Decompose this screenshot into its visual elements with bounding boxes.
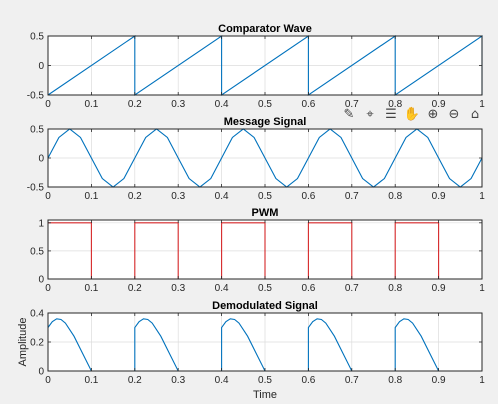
- x-tick-label: 0.3: [171, 99, 185, 110]
- x-tick-label: 0.3: [171, 283, 185, 294]
- y-axis-label: Amplitude: [17, 318, 29, 367]
- series-line-1: [48, 222, 482, 280]
- x-axis-label: Time: [253, 389, 277, 401]
- y-tick-label: 0.2: [30, 338, 44, 349]
- y-tick-label: 0: [38, 154, 44, 165]
- series-line-1: [47, 128, 483, 188]
- x-tick-label: 0.5: [258, 99, 272, 110]
- x-tick-label: 0.1: [84, 375, 98, 386]
- x-tick-label: 0.8: [388, 283, 402, 294]
- y-tick-label: 1: [38, 218, 44, 229]
- x-tick-label: 0: [45, 375, 51, 386]
- x-tick-label: 0.2: [128, 191, 142, 202]
- x-tick-label: 1: [479, 191, 485, 202]
- x-tick-label: 0.9: [432, 375, 446, 386]
- subplot-title: Demodulated Signal: [212, 300, 318, 312]
- x-tick-label: 0: [45, 191, 51, 202]
- subplot-title: Comparator Wave: [218, 23, 312, 35]
- x-tick-label: 0.4: [215, 99, 229, 110]
- x-tick-label: 0.5: [258, 283, 272, 294]
- x-tick-label: 0: [45, 283, 51, 294]
- pan-hand-icon[interactable]: ✋: [403, 106, 421, 122]
- y-tick-label: -0.5: [27, 183, 45, 194]
- x-tick-label: 0.7: [345, 99, 359, 110]
- zoom-in-icon[interactable]: ⊕: [427, 106, 439, 122]
- x-tick-label: 0.4: [215, 191, 229, 202]
- zoom-out-icon[interactable]: ⊖: [448, 106, 460, 122]
- subplot-title: Message Signal: [224, 116, 307, 128]
- subplot-title: PWM: [252, 207, 279, 219]
- x-tick-label: 0.8: [388, 375, 402, 386]
- x-tick-label: 0.4: [215, 283, 229, 294]
- y-tick-label: 0: [38, 275, 44, 286]
- y-tick-label: -0.5: [27, 91, 45, 102]
- x-tick-label: 0.7: [345, 375, 359, 386]
- x-tick-label: 0.7: [345, 283, 359, 294]
- x-tick-label: 0.9: [432, 191, 446, 202]
- x-tick-label: 0.1: [84, 99, 98, 110]
- x-tick-label: 1: [479, 375, 485, 386]
- x-tick-label: 0.3: [171, 375, 185, 386]
- y-tick-label: 0.5: [30, 125, 44, 136]
- x-tick-label: 0.6: [301, 191, 315, 202]
- y-tick-label: 0.5: [30, 246, 44, 257]
- x-tick-label: 0.7: [345, 191, 359, 202]
- x-tick-label: 0.2: [128, 375, 142, 386]
- x-tick-label: 0.5: [258, 375, 272, 386]
- subplot-1: 0 0.1 0.2 0.3 0.4 0.5 0.6 0.7 0.8 0.9 1-0.500.5Com…: [27, 23, 485, 110]
- data-tips-icon[interactable]: ⌖: [366, 106, 374, 122]
- x-tick-label: 0.2: [128, 283, 142, 294]
- subplot-3: 0 0.1 0.2 0.3 0.4 0.5 0.6 0.7 0.8 0.9 1 0 0.5 1 PWM: [30, 207, 485, 294]
- y-tick-label: 0.4: [30, 309, 44, 320]
- x-tick-label: 0.6: [301, 375, 315, 386]
- y-tick-label: 0.5: [30, 32, 44, 43]
- home-icon[interactable]: ⌂: [470, 106, 480, 122]
- y-tick-label: 0: [38, 367, 44, 378]
- x-tick-label: 1: [479, 283, 485, 294]
- subplot-4: 0 0.1 0.2 0.3 0.4 0.5 0.6 0.7 0.8 0.9 1 0 0.2 0.4 Demo…: [17, 300, 485, 401]
- x-tick-label: 0.8: [388, 191, 402, 202]
- subplot-2: 0 0.1 0.2 0.3 0.4 0.5 0.6 0.7 0.8 0.9 1-0.500.5Mes…: [27, 116, 485, 202]
- x-tick-label: 0.1: [84, 283, 98, 294]
- x-tick-label: 0.5: [258, 191, 272, 202]
- x-tick-label: 1: [479, 99, 485, 110]
- x-tick-label: 0.8: [388, 99, 402, 110]
- axes-toolbar: ✎ ⌖ ☰ ✋ ⊕ ⊖ ⌂: [340, 106, 484, 122]
- x-tick-label: 0.3: [171, 191, 185, 202]
- x-tick-label: 0.6: [301, 99, 315, 110]
- y-tick-label: 0: [38, 61, 44, 72]
- brush-icon[interactable]: ✎: [343, 106, 355, 122]
- x-tick-label: 0.6: [301, 283, 315, 294]
- x-tick-label: 0: [45, 99, 51, 110]
- legend-icon[interactable]: ☰: [385, 106, 397, 122]
- x-tick-label: 0.2: [128, 99, 142, 110]
- x-tick-label: 0.4: [215, 375, 229, 386]
- x-tick-label: 0.1: [84, 191, 98, 202]
- x-tick-label: 0.9: [432, 99, 446, 110]
- x-tick-label: 0.9: [432, 283, 446, 294]
